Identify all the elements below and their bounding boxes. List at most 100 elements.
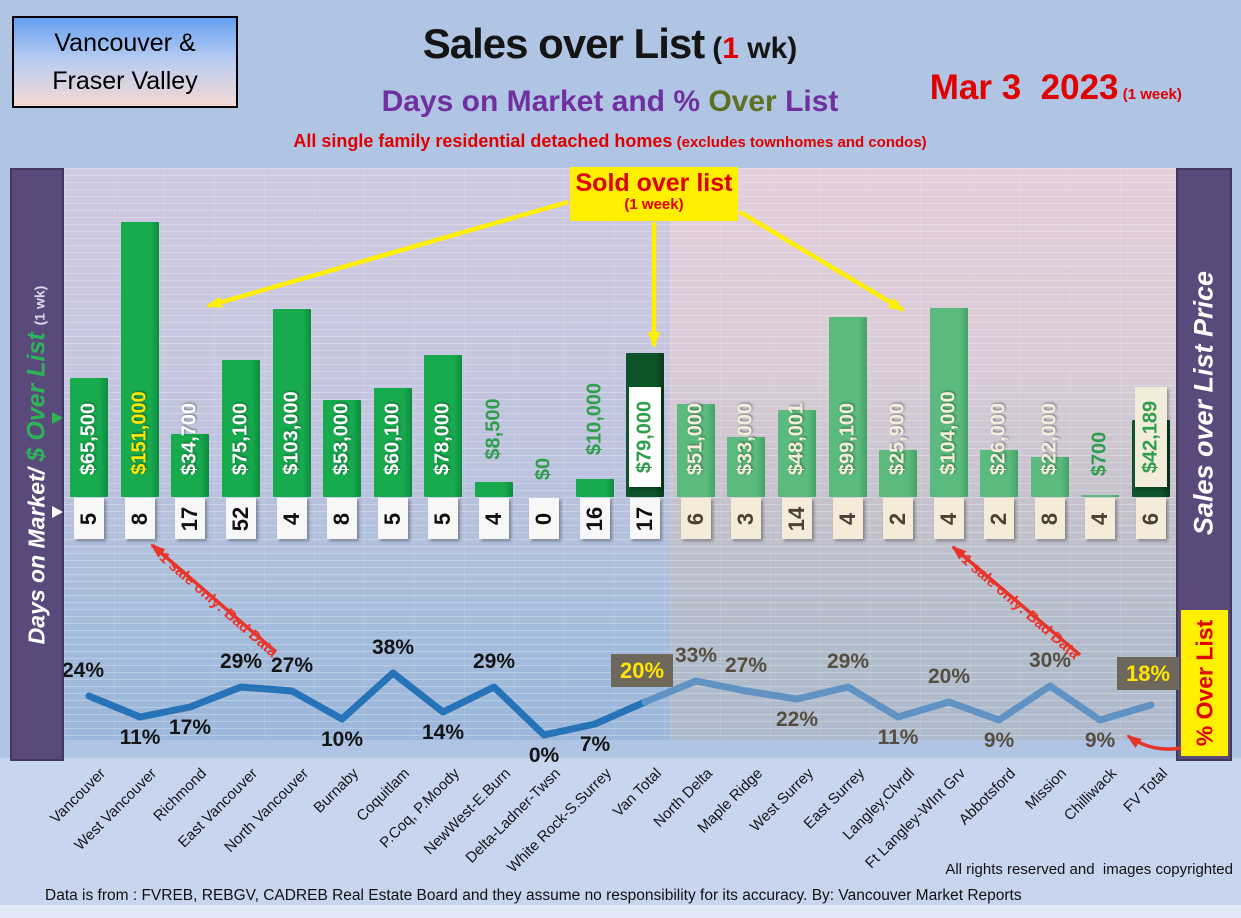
days-on-market-label: 4 (277, 498, 307, 539)
bar-value-label: $8,500 (482, 397, 505, 460)
days-on-market-label: 4 (833, 498, 863, 539)
data-source-notice: Data is from : FVREB, REBGV, CADREB Real… (45, 887, 1022, 904)
pct-over-list-badge: % Over List (1181, 610, 1228, 756)
pct-label: 0% (528, 744, 560, 767)
pct-label: 20% (927, 665, 971, 688)
bar (1081, 495, 1119, 497)
bar (980, 450, 1018, 497)
bar-value-label: $34,700 (178, 402, 201, 476)
days-on-market-label: 16 (580, 498, 610, 539)
bar (273, 309, 311, 497)
bar-value-label: $151,000 (128, 391, 151, 475)
bar-value-label: $42,189 (1135, 387, 1167, 487)
bar-value-label: $78,000 (431, 402, 454, 476)
days-on-market-label: 6 (1136, 498, 1166, 539)
pct-label: 9% (1084, 729, 1116, 752)
region-line1: Vancouver & (54, 29, 196, 57)
bar-value-label: $65,500 (77, 402, 100, 476)
rights-notice: All rights reserved and images copyright… (945, 861, 1233, 878)
callout-title: Sold over list (575, 169, 733, 197)
days-on-market-label: 6 (681, 498, 711, 539)
pct-label: 11% (877, 726, 919, 749)
bar-value-label: $99,100 (836, 402, 859, 476)
subtitle-pre: Days on Market and % (381, 85, 709, 118)
right-axis-label: Sales over List Price (1188, 270, 1219, 536)
days-on-market-label: 4 (934, 498, 964, 539)
bar-value-label: $48,001 (785, 402, 808, 476)
days-on-market-label: 4 (479, 498, 509, 539)
pct-total-label: 20% (611, 654, 673, 687)
bar (1031, 457, 1069, 497)
pct-over-list-badge-label: % Over List (1191, 619, 1217, 747)
date-text: Mar 3 2023 (929, 68, 1119, 107)
bar (576, 479, 614, 497)
pct-label: 29% (219, 650, 263, 673)
pct-label: 14% (421, 721, 465, 744)
bar (222, 360, 260, 497)
days-on-market-label: 17 (630, 498, 660, 539)
page-subtitle: Days on Market and % Over List (330, 85, 890, 119)
days-on-market-label: 2 (883, 498, 913, 539)
pct-label: 29% (826, 650, 870, 673)
days-on-market-label: 3 (731, 498, 761, 539)
dollar-row-pointer-icon (52, 412, 63, 424)
page-title: Sales over List (1 wk) (330, 20, 890, 68)
pct-label: 7% (579, 733, 611, 756)
bar-value-label: $10,000 (583, 382, 606, 456)
bar (778, 410, 816, 497)
sold-over-list-callout: Sold over list (1 week) (570, 167, 738, 221)
bar-value-label: $103,000 (280, 391, 303, 475)
days-on-market-label: 5 (378, 498, 408, 539)
bar-value-label: $25,900 (886, 402, 909, 476)
title-text: Sales over List (422, 20, 705, 67)
pct-label: 9% (983, 729, 1015, 752)
bar-value-label: $0 (532, 457, 555, 480)
pct-label: 17% (168, 716, 212, 739)
bar-value-label: $60,100 (381, 402, 404, 476)
pct-label: 22% (775, 708, 819, 731)
days-on-market-label: 8 (125, 498, 155, 539)
bar-value-label: $51,000 (684, 402, 707, 476)
left-axis-sidebar: Days on Market/ $ Over List (1 wk) (10, 168, 64, 761)
bar-value-label: $53,000 (330, 402, 353, 476)
bar-value-label: $22,000 (1038, 402, 1061, 476)
bar (323, 400, 361, 497)
days-on-market-label: 5 (74, 498, 104, 539)
days-on-market-label: 5 (428, 498, 458, 539)
days-on-market-label: 0 (529, 498, 559, 539)
pct-label: 27% (724, 654, 768, 677)
region-box: Vancouver & Fraser Valley (12, 16, 238, 108)
bar-value-label: $104,000 (937, 391, 960, 475)
title-week-number: 1 (722, 32, 739, 65)
days-on-market-label: 17 (175, 498, 205, 539)
bar (424, 355, 462, 497)
bar-value-label: $700 (1088, 431, 1111, 477)
pct-label: 10% (320, 728, 364, 751)
date-note: (1 week) (1118, 86, 1182, 103)
bar (171, 434, 209, 497)
bar-value-label: $75,100 (229, 402, 252, 476)
bar (677, 404, 715, 497)
days-on-market-label: 4 (1085, 498, 1115, 539)
bar-value-label: $33,000 (734, 402, 757, 476)
tagline: All single family residential detached h… (250, 131, 970, 152)
days-on-market-label: 8 (1035, 498, 1065, 539)
days-on-market-label: 52 (226, 498, 256, 539)
left-axis-label-note: (1 wk) (31, 285, 48, 325)
pct-label: 33% (674, 644, 718, 667)
bar (70, 378, 108, 497)
subtitle-accent: Over (708, 85, 777, 118)
pct-total-label: 18% (1117, 657, 1179, 690)
bar (879, 450, 917, 497)
subtitle-post: List (776, 85, 839, 118)
pct-label: 38% (371, 636, 415, 659)
right-axis-label-wrap: Sales over List Price (1176, 168, 1232, 638)
bar (475, 482, 513, 497)
days-on-market-label: 14 (782, 498, 812, 539)
bottom-band (0, 758, 1241, 918)
bar (930, 308, 968, 497)
days-row-pointer-icon (52, 506, 63, 518)
report-date: Mar 3 2023 (1 week) (912, 50, 1232, 126)
tagline-main: All single family residential detached h… (293, 131, 673, 151)
